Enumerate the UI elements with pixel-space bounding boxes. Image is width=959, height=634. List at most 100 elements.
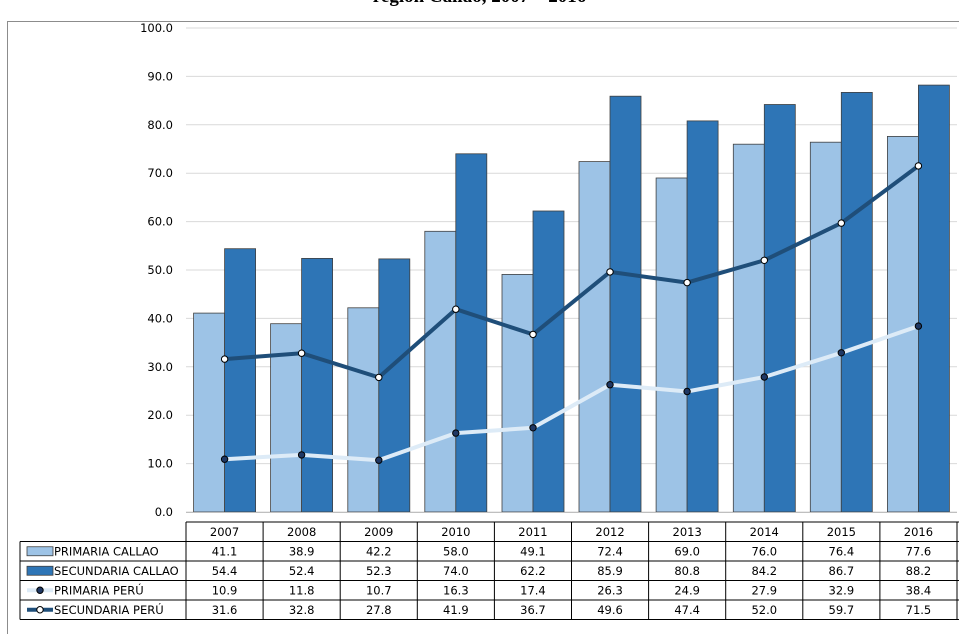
data-point (452, 429, 460, 437)
data-label: 24.9 (674, 583, 700, 597)
bar (455, 153, 488, 513)
data-label: 36.7 (520, 603, 546, 617)
data-label: 27.9 (751, 583, 777, 597)
y-tick-label: 20.0 (147, 408, 173, 422)
bar (763, 104, 796, 513)
data-label: 27.8 (366, 603, 392, 617)
data-label: 52.0 (751, 603, 777, 617)
bar (887, 135, 919, 513)
data-point (529, 424, 537, 432)
data-label: 49.1 (520, 544, 546, 558)
data-label: 74.0 (443, 564, 469, 578)
data-label: 86.7 (829, 564, 855, 578)
data-label: 85.9 (597, 564, 623, 578)
data-label: 10.9 (212, 583, 238, 597)
data-table: 2007 2008 2009 2010 2011 2012 2013 2014 2015 2016… (19, 521, 959, 620)
bar (809, 141, 842, 513)
y-tick-label: 70.0 (147, 166, 173, 180)
y-tick-label: 60.0 (147, 215, 173, 229)
legend-swatch (26, 565, 54, 576)
data-label: 54.4 (212, 564, 238, 578)
data-label: 84.2 (751, 564, 777, 578)
x-tick-label: 2009 (364, 525, 393, 539)
data-point (375, 373, 383, 382)
data-label: 42.2 (366, 544, 392, 558)
bar (655, 177, 688, 513)
data-point (914, 162, 923, 170)
bar (501, 273, 534, 513)
bar (609, 95, 642, 513)
bar (378, 258, 411, 513)
bar (532, 210, 565, 513)
chart-title: región Callao, 2007 – 2016 (0, 0, 959, 14)
data-label: 52.4 (289, 564, 315, 578)
data-label: 80.8 (674, 564, 700, 578)
chart-frame (7, 21, 959, 634)
data-point (529, 330, 537, 339)
bar (347, 307, 380, 513)
data-label: 62.2 (520, 564, 546, 578)
y-tick-label: 40.0 (147, 311, 173, 325)
y-tick-label: 0.0 (155, 505, 173, 519)
data-label: 41.9 (443, 603, 469, 617)
bars (193, 84, 950, 513)
data-label: 49.6 (597, 603, 623, 617)
data-label: 47.4 (674, 603, 700, 617)
bar (578, 161, 611, 513)
bar (686, 120, 719, 513)
bar (301, 257, 334, 513)
x-tick-label: 2012 (595, 525, 624, 539)
data-point (606, 381, 614, 389)
data-point (220, 355, 229, 363)
x-tick-label: 2015 (827, 525, 856, 539)
data-point (914, 322, 923, 330)
data-point (297, 451, 306, 459)
data-point (683, 387, 691, 396)
x-tick-label: 2008 (287, 525, 316, 539)
legend-entry: PRIMARIA CALLAO (54, 544, 159, 558)
bar (224, 248, 257, 513)
y-tick-label: 80.0 (147, 118, 173, 132)
y-tick-label: 50.0 (147, 263, 173, 277)
x-tick-label: 2007 (210, 525, 239, 539)
data-label: 69.0 (674, 544, 700, 558)
data-point (220, 455, 229, 463)
data-label: 26.3 (597, 583, 623, 597)
data-label: 38.4 (906, 583, 932, 597)
data-label: 10.7 (366, 583, 392, 597)
y-tick-label: 100.0 (140, 21, 173, 35)
data-point (452, 305, 460, 313)
data-point (375, 456, 383, 464)
data-label: 52.3 (366, 564, 392, 578)
data-label: 76.4 (829, 544, 855, 558)
y-tick-label: 90.0 (147, 69, 173, 83)
y-tick-label: 10.0 (147, 457, 173, 471)
data-label: 31.6 (212, 603, 238, 617)
data-label: 59.7 (829, 603, 855, 617)
data-label: 58.0 (443, 544, 469, 558)
x-tick-label: 2014 (750, 525, 779, 539)
data-label: 38.9 (289, 544, 315, 558)
data-point (837, 349, 845, 357)
data-label: 32.8 (289, 603, 315, 617)
data-label: 77.6 (906, 544, 932, 558)
bar (732, 143, 765, 513)
legend-entry: PRIMARIA PERÚ (54, 582, 144, 597)
bar (193, 312, 226, 513)
data-label: 32.9 (829, 583, 855, 597)
bar (918, 84, 950, 513)
y-tick-label: 30.0 (147, 360, 173, 374)
data-label: 16.3 (443, 583, 469, 597)
data-label: 11.8 (289, 583, 315, 597)
data-label: 76.0 (751, 544, 777, 558)
series-line (224, 324, 920, 463)
data-point (683, 278, 691, 287)
legend-swatch (26, 546, 54, 557)
x-tick-label: 2011 (518, 525, 547, 539)
bar (424, 230, 457, 513)
data-label: 17.4 (520, 583, 546, 597)
data-label: 72.4 (597, 544, 623, 558)
data-point (760, 373, 768, 381)
data-label: 88.2 (906, 564, 932, 578)
